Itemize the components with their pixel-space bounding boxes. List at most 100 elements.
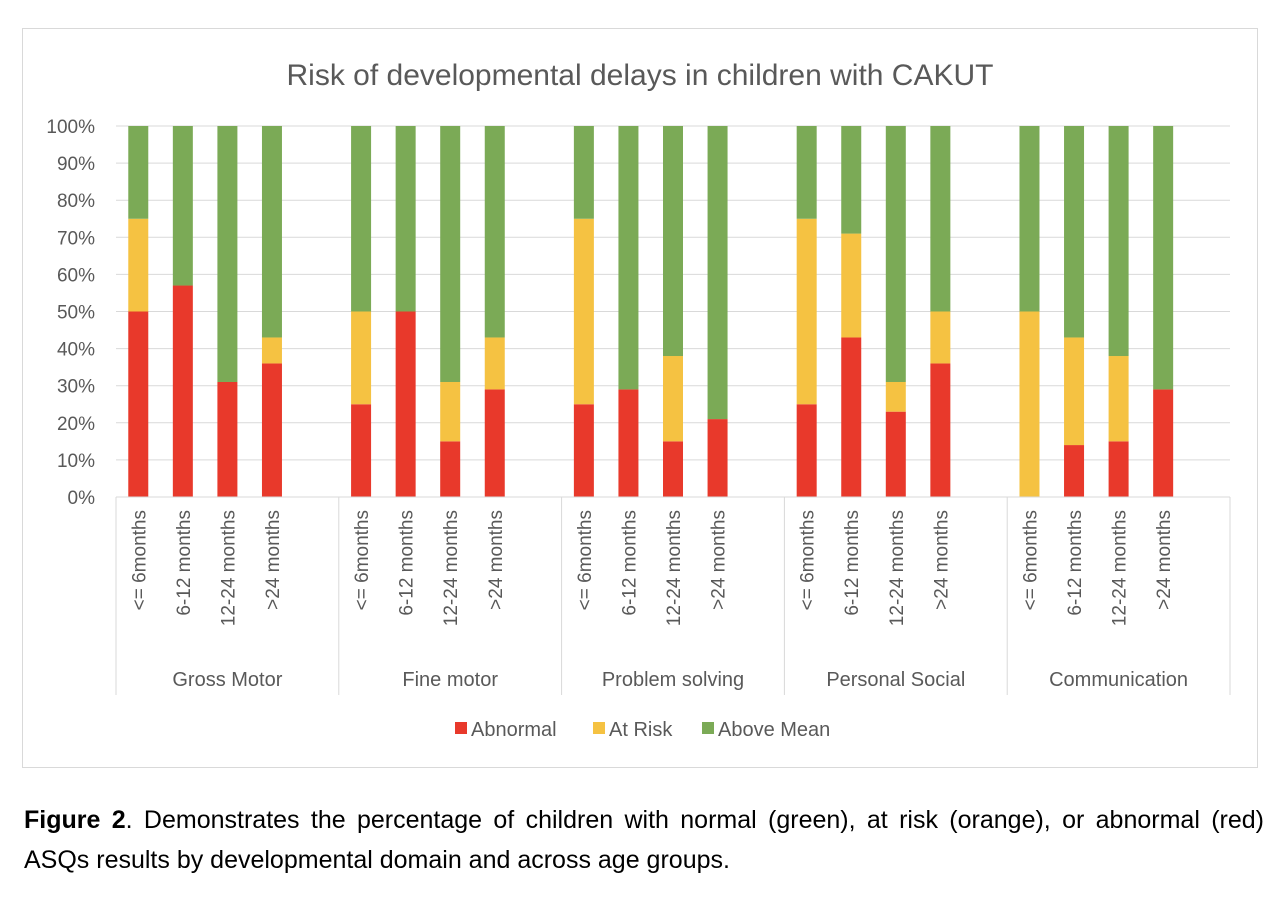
bar-above-mean [885, 126, 906, 382]
bar-at-risk [663, 356, 683, 442]
bar-at-risk [261, 337, 282, 364]
legend-label: Above Mean [718, 719, 830, 741]
bar-above-mean [796, 126, 817, 219]
x-tick-label: 6-12 months [842, 510, 863, 616]
bar-above-mean [618, 126, 639, 390]
bar-abnormal [484, 389, 505, 497]
bar-above-mean [1153, 126, 1174, 390]
bar-above-mean [1064, 126, 1085, 338]
bar-at-risk [841, 233, 862, 338]
x-tick-label: >24 months [1154, 510, 1175, 610]
group-label: Problem solving [602, 669, 744, 691]
bar-above-mean [573, 126, 594, 219]
x-tick-label: >24 months [486, 510, 507, 610]
bar-abnormal [841, 337, 862, 497]
x-tick-label: >24 months [263, 510, 284, 610]
y-tick-label: 60% [57, 265, 95, 286]
bar-above-mean [930, 126, 951, 312]
bar-at-risk [573, 218, 594, 405]
bar-at-risk [484, 337, 505, 390]
bar-abnormal [930, 363, 951, 497]
bar-abnormal [395, 311, 416, 497]
bar-abnormal [217, 381, 238, 497]
bar-above-mean [261, 126, 282, 338]
x-tick-label: 6-12 months [1065, 510, 1086, 616]
bar-above-mean [351, 126, 372, 312]
group-label: Communication [1049, 669, 1188, 691]
chart: Risk of developmental delays in children… [46, 59, 1231, 741]
x-tick-label: 12-24 months [887, 510, 908, 626]
bar-above-mean [663, 126, 683, 357]
bar-abnormal [440, 441, 461, 497]
bar-abnormal [351, 404, 372, 497]
y-tick-label: 70% [57, 228, 95, 249]
bar-abnormal [172, 285, 193, 497]
bar-at-risk [796, 218, 817, 405]
bar-above-mean [1019, 126, 1040, 312]
x-tick-label: <= 6months [129, 510, 150, 610]
legend-swatch-at-risk [593, 722, 605, 734]
y-tick-label: 30% [57, 377, 95, 398]
x-tick-label: 6-12 months [397, 510, 418, 616]
bar-at-risk [1108, 356, 1129, 442]
y-tick-label: 80% [57, 191, 95, 212]
bar-at-risk [1064, 337, 1085, 446]
legend-swatch-abnormal [455, 722, 467, 734]
x-tick-label: 12-24 months [218, 510, 239, 626]
caption-label: Figure 2 [24, 806, 126, 834]
group-label: Fine motor [402, 669, 498, 691]
x-tick-label: >24 months [709, 510, 730, 610]
bar-abnormal [1108, 441, 1129, 497]
x-tick-label: 6-12 months [174, 510, 195, 616]
x-tick-label: <= 6months [575, 510, 596, 610]
bar-above-mean [484, 126, 505, 338]
group-label: Gross Motor [172, 669, 282, 691]
y-tick-label: 20% [57, 414, 95, 435]
bar-above-mean [1108, 126, 1129, 357]
x-tick-label: <= 6months [798, 510, 819, 610]
bar-above-mean [395, 126, 416, 312]
legend-label: At Risk [609, 719, 673, 741]
bar-abnormal [663, 441, 683, 497]
legend-label: Abnormal [471, 719, 557, 741]
bar-above-mean [217, 126, 238, 382]
x-tick-label: <= 6months [352, 510, 373, 610]
y-tick-label: 0% [68, 488, 96, 509]
x-tick-label: <= 6months [1020, 510, 1041, 610]
bar-at-risk [1019, 311, 1040, 497]
x-tick-label: 6-12 months [619, 510, 640, 616]
bar-abnormal [618, 389, 639, 497]
figure-caption: Figure 2. Demonstrates the percentage of… [24, 800, 1264, 880]
legend-swatch-above-mean [702, 722, 714, 734]
bar-abnormal [885, 411, 906, 497]
caption-text: . Demonstrates the percentage of childre… [24, 806, 1264, 874]
y-tick-label: 90% [57, 154, 95, 175]
y-tick-label: 40% [57, 340, 95, 361]
y-tick-label: 10% [57, 451, 95, 472]
bar-at-risk [440, 381, 461, 442]
x-tick-label: 12-24 months [441, 510, 462, 626]
bar-abnormal [128, 311, 149, 497]
x-tick-label: >24 months [931, 510, 952, 610]
x-tick-label: 12-24 months [1110, 510, 1131, 626]
bar-abnormal [707, 419, 728, 497]
bar-abnormal [1064, 445, 1085, 497]
bar-above-mean [172, 126, 193, 286]
bar-at-risk [885, 381, 906, 412]
y-tick-label: 50% [57, 303, 95, 324]
bar-above-mean [707, 126, 728, 420]
bar-at-risk [930, 311, 951, 364]
bar-above-mean [841, 126, 862, 234]
x-tick-label: 12-24 months [664, 510, 685, 626]
bar-abnormal [796, 404, 817, 497]
bar-at-risk [351, 311, 372, 405]
y-tick-label: 100% [46, 117, 95, 138]
bar-at-risk [128, 218, 149, 312]
chart-title: Risk of developmental delays in children… [287, 59, 994, 92]
bar-abnormal [573, 404, 594, 497]
bar-abnormal [1153, 389, 1174, 497]
bar-abnormal [261, 363, 282, 497]
bar-above-mean [128, 126, 149, 219]
bar-above-mean [440, 126, 461, 382]
group-label: Personal Social [826, 669, 965, 691]
